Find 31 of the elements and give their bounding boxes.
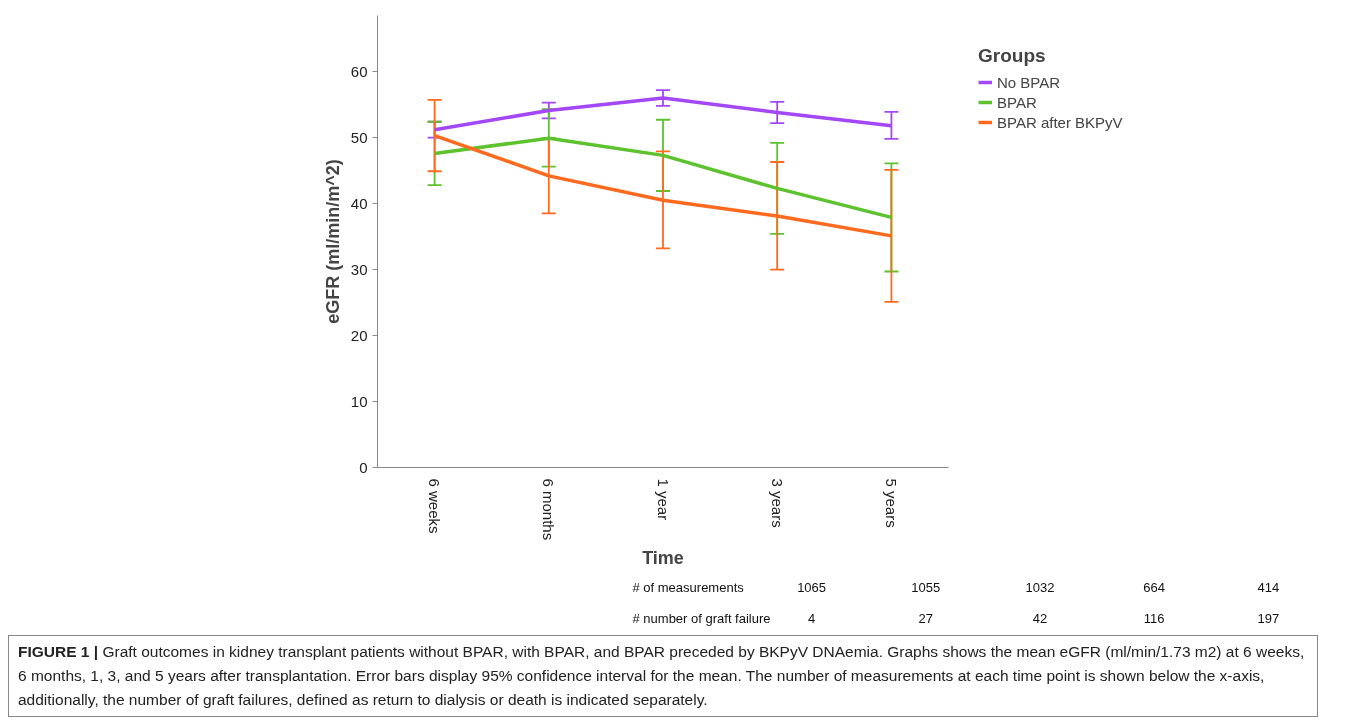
- text: 197: [1257, 610, 1280, 626]
- x-tick-label: 6 months: [540, 478, 558, 541]
- x-tick-label: 1 year: [654, 478, 672, 521]
- text: 42: [1032, 610, 1048, 626]
- legend-label: BPAR after BKPyV: [997, 113, 1123, 131]
- text: FIGURE 1 | Graft outcomes in kidney transplant patients without BPAR, with BPAR, and BPAR preceded by BKPyV DNAemia. Graphs shows the mean eGFR (ml/min/1.73 m2) at 6 weeks, 6 months, 1, 3, and 5 years after transplantation. Error bars display 95% confidence interval for the mean. The number of measurements at each time point is shown below the x-axis, additionally, the number of graft failures, defined as return to dialysis or death is indicated separately.: [8, 635, 1318, 718]
- text: 4: [807, 610, 816, 626]
- x-tick-label: 6 weeks: [426, 478, 444, 534]
- y-axis-title: eGFR (ml/min/m^2): [322, 159, 343, 324]
- y-tick-label: 30: [350, 260, 368, 278]
- text: 27: [918, 610, 934, 626]
- y-tick-label: 60: [350, 62, 368, 80]
- y-tick-label: 10: [350, 392, 368, 410]
- x-tick-label: 3 years: [768, 478, 786, 528]
- legend-label: BPAR: [997, 93, 1037, 111]
- y-tick-label: 0: [359, 458, 368, 476]
- legend-label: No BPAR: [997, 73, 1061, 91]
- y-tick-label: 20: [350, 326, 368, 344]
- x-tick-label: 5 years: [882, 478, 900, 528]
- text: 1055: [911, 579, 941, 595]
- y-tick-label: 40: [350, 194, 368, 212]
- text: 414: [1257, 579, 1280, 595]
- text: # of measurements: [632, 579, 745, 595]
- text: 1065: [797, 579, 827, 595]
- text: 1032: [1025, 579, 1055, 595]
- x-axis-title: Time: [642, 548, 684, 569]
- y-tick-label: 50: [350, 128, 368, 146]
- text: 664: [1143, 579, 1166, 595]
- text: 116: [1143, 610, 1165, 626]
- legend-title: Groups: [978, 45, 1047, 67]
- text: # number of graft failure: [632, 610, 771, 626]
